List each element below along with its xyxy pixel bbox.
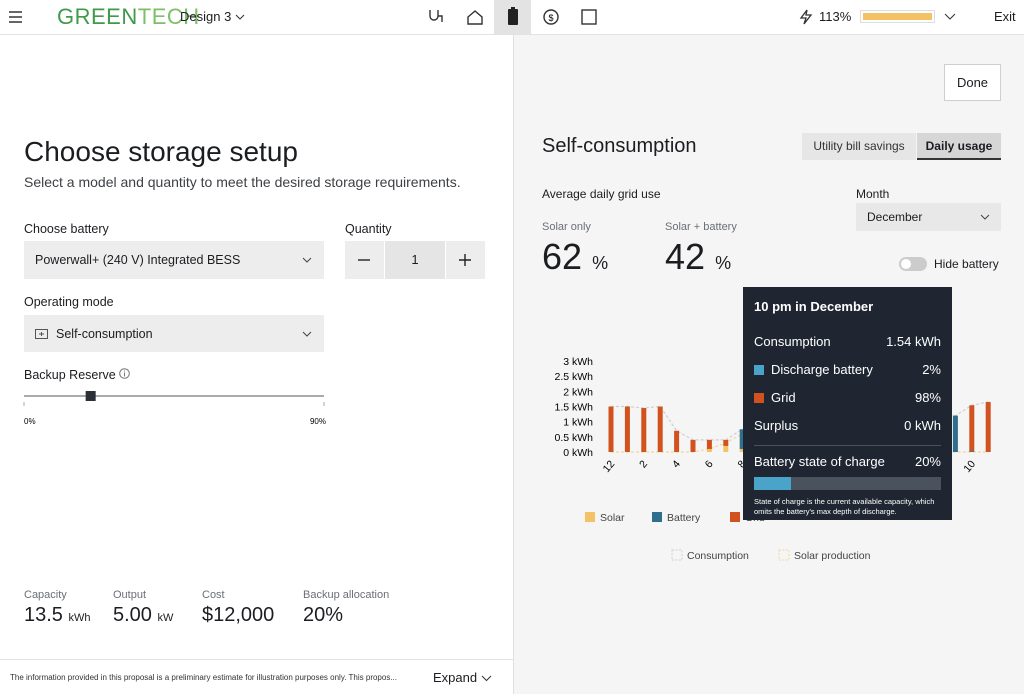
tooltip-row-label: Discharge battery: [754, 362, 873, 377]
soc-row: Battery state of charge 20%: [754, 445, 941, 473]
x-tick-label: 2: [637, 458, 650, 470]
bar-segment: [691, 440, 696, 452]
legend-swatch: [730, 512, 740, 522]
tooltip-row: Discharge battery 2%: [754, 355, 941, 383]
legend-swatch: [652, 512, 662, 522]
tooltip-row: Consumption 1.54 kWh: [754, 327, 941, 355]
bar-segment: [969, 451, 974, 452]
tooltip-row: Grid 98%: [754, 383, 941, 411]
legend-swatch: [672, 550, 682, 560]
row-value: 0 kWh: [904, 418, 941, 433]
soc-track: [754, 477, 941, 490]
soc-fill: [754, 477, 791, 490]
soc-value: 20%: [915, 454, 941, 469]
tooltip: 10 pm in December Consumption 1.54 kWh Dis…: [743, 287, 952, 520]
legend-key: [754, 365, 764, 375]
x-tick-label: 6: [703, 458, 716, 470]
bar-segment: [674, 431, 679, 452]
bar-segment: [625, 407, 630, 453]
tooltip-title: 10 pm in December: [754, 299, 941, 327]
x-tick-label: 4: [670, 458, 683, 470]
y-tick-label: 0 kWh: [563, 447, 593, 459]
soc-label: Battery state of charge: [754, 454, 885, 469]
row-label: Grid: [771, 390, 796, 405]
x-tick-label: 12: [601, 458, 618, 475]
bar-segment: [723, 440, 728, 446]
bar-segment: [707, 449, 712, 452]
bar-segment: [953, 416, 958, 452]
bar-segment: [609, 407, 614, 453]
bar-segment: [969, 405, 974, 451]
y-tick-label: 3 kWh: [563, 356, 593, 368]
row-value: 1.54 kWh: [886, 334, 941, 349]
legend-swatch: [585, 512, 595, 522]
tooltip-row-label: Grid: [754, 390, 796, 405]
row-label: Consumption: [754, 334, 831, 349]
tooltip-row: Surplus 0 kWh: [754, 411, 941, 439]
y-tick-label: 1.5 kWh: [554, 402, 593, 414]
bar-segment: [707, 440, 712, 449]
x-tick-label: 10: [961, 458, 978, 475]
y-tick-label: 2.5 kWh: [554, 371, 593, 383]
row-value: 2%: [922, 362, 941, 377]
tooltip-row-label: Surplus: [754, 418, 798, 433]
legend-key: [754, 393, 764, 403]
legend-label: Solar: [600, 512, 625, 524]
row-value: 98%: [915, 390, 941, 405]
row-label: Discharge battery: [771, 362, 873, 377]
y-tick-label: 0.5 kWh: [554, 432, 593, 444]
tooltip-note: State of charge is the current available…: [754, 497, 941, 517]
row-label: Surplus: [754, 418, 798, 433]
tooltip-row-label: Consumption: [754, 334, 831, 349]
y-tick-label: 2 kWh: [563, 386, 593, 398]
bar-segment: [658, 407, 663, 453]
bar-segment: [641, 408, 646, 452]
bar-segment: [723, 446, 728, 452]
legend-label: Consumption: [687, 550, 749, 562]
legend-label: Solar production: [794, 550, 871, 562]
legend-swatch: [779, 550, 789, 560]
bar-segment: [986, 402, 991, 452]
y-tick-label: 1 kWh: [563, 417, 593, 429]
tooltip-rows: Consumption 1.54 kWh Discharge battery 2% Gr…: [754, 327, 941, 439]
legend-label: Battery: [667, 512, 701, 524]
